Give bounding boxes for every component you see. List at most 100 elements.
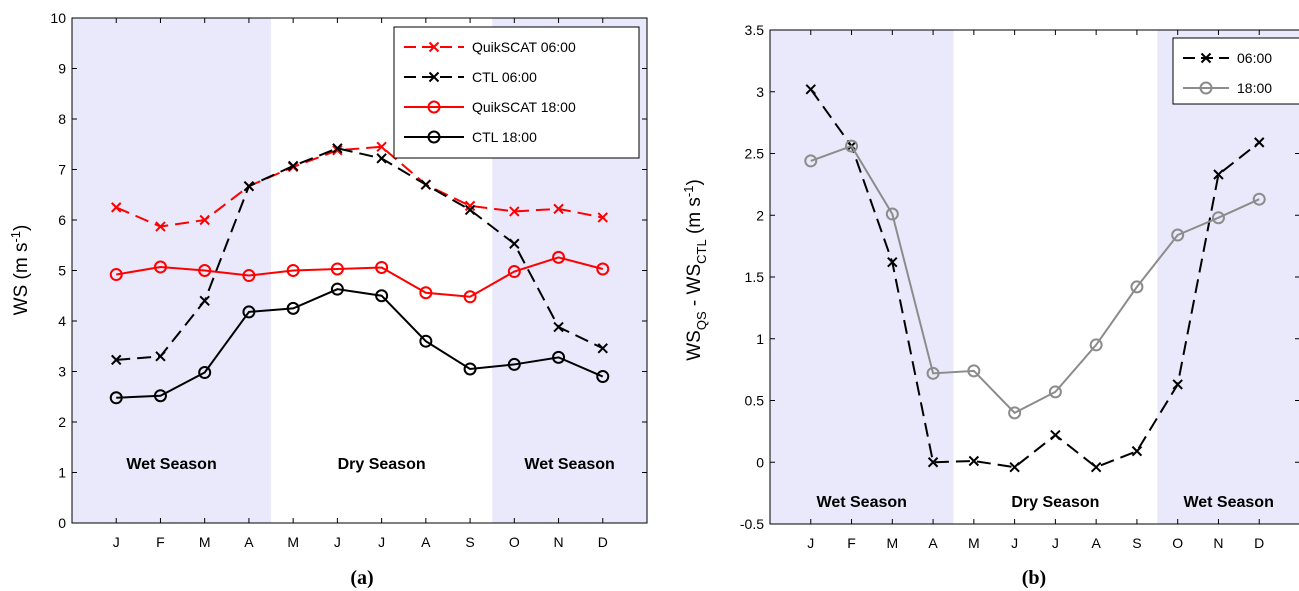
data-point [1090,461,1102,473]
x-tick-label: S [465,534,474,550]
legend-label: CTL 18:00 [472,129,537,145]
y-tick-label: 5 [58,263,66,279]
wet-season-shade [1157,30,1299,524]
x-tick-label: O [1172,535,1183,551]
data-point [419,286,433,300]
y-tick-label: 1 [58,465,66,481]
data-point [464,200,476,212]
data-point [596,262,610,276]
panel-b-caption: (b) [1022,567,1046,589]
x-tick-label: M [199,534,211,550]
data-point [552,250,566,264]
y-tick-label: 1.5 [745,269,765,285]
data-point [375,260,389,274]
y-tick-label: 8 [58,111,66,127]
data-point [330,262,344,276]
data-point [199,214,210,226]
series-line [116,256,604,298]
data-point [286,264,300,277]
data-point [1050,429,1061,441]
y-tick-label: 0 [756,454,764,470]
data-point [242,305,256,319]
data-point [464,204,476,216]
y-tick-label: 2 [756,207,764,223]
y-tick-label: 10 [50,10,66,26]
data-point [1171,228,1185,242]
data-point [419,334,433,348]
data-point [968,455,980,467]
legend-marker [428,41,440,53]
data-point [553,203,564,215]
x-tick-label: M [968,535,980,551]
legend-label: 06:00 [1237,50,1272,66]
data-point [420,179,432,190]
legend-marker [427,130,441,144]
data-point [1048,385,1062,399]
data-point [845,139,859,153]
data-point [927,457,939,468]
x-tick-label: S [1132,535,1141,551]
x-tick-label: D [598,534,608,550]
data-point [330,282,344,296]
x-tick-label: J [807,535,814,551]
data-point [805,84,816,95]
data-point [1254,137,1265,148]
legend-label: 18:00 [1237,80,1272,96]
data-point [155,221,166,232]
x-tick-label: N [553,534,563,550]
y-tick-label: 1 [756,331,764,347]
data-point [375,289,389,303]
data-point [967,364,981,378]
data-point [597,343,608,354]
data-point [376,141,387,152]
data-point [1089,338,1103,352]
y-tick-label: 2 [58,414,66,430]
panel-b-chart: -0.5 0 0.5 1 1.5 2 2.5 3 3.5 J F M A M J J A S O N D Wet Se… [681,22,1299,589]
data-point [286,301,300,315]
data-point [1172,379,1183,390]
legend-label: CTL 06:00 [472,69,537,85]
x-tick-label: J [1052,535,1059,551]
data-point [1130,280,1144,294]
y-tick-label: 6 [58,212,66,228]
data-point [111,202,122,213]
x-tick-label: A [1091,535,1101,551]
data-point [332,145,343,156]
x-tick-label: J [1011,535,1018,551]
y-tick-label: 0 [58,515,66,531]
data-point [1252,192,1266,206]
x-tick-label: J [334,534,341,550]
x-tick-label: A [928,535,938,551]
y-tick-label: 3.5 [745,22,765,38]
y-tick-label: 0.5 [745,393,765,409]
panel-a-y-axis-label: WS (m s-1) [8,225,32,316]
data-point [376,153,387,164]
data-point [111,354,122,366]
x-tick-label: A [244,534,254,550]
data-point [1131,445,1143,457]
data-point [507,357,521,371]
data-point [1008,406,1022,420]
data-point [199,295,210,307]
x-tick-label: A [421,534,431,550]
y-tick-label: 3 [756,84,764,100]
data-point [552,350,566,364]
x-tick-label: F [156,534,165,550]
data-point [887,256,898,268]
wet-season-shade [72,18,272,523]
data-point [885,207,899,221]
series-line [116,288,604,399]
series-line [115,145,603,228]
data-point [287,160,299,172]
data-point [509,238,520,249]
series-line [809,88,1260,469]
data-point [463,290,477,304]
panel-b-y-axis-label: WSQS - WSCTL (m s-1) [681,179,709,361]
y-tick-label: 4 [58,313,66,329]
legend-label: QuikSCAT 18:00 [472,99,576,115]
season-label: Wet Season [524,456,614,473]
series-line [116,147,604,361]
y-tick-label: 2.5 [745,146,765,162]
data-point [109,391,123,405]
season-label: Wet Season [817,494,907,511]
